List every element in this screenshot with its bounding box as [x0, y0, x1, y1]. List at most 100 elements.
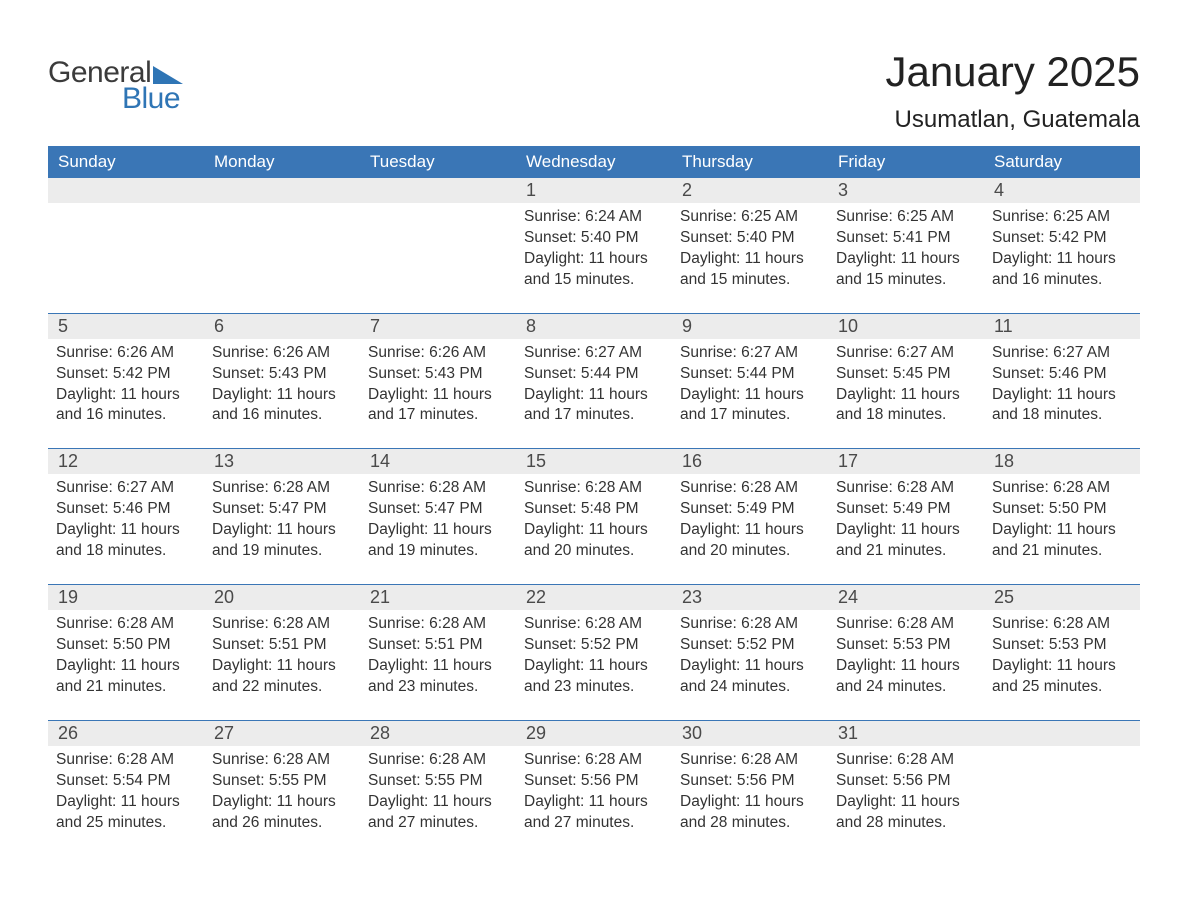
- day-number: 11: [984, 314, 1140, 339]
- daylight-line-2: and 25 minutes.: [992, 677, 1132, 698]
- calendar-header-row: Sunday Monday Tuesday Wednesday Thursday…: [48, 146, 1140, 178]
- day-number: 18: [984, 449, 1140, 474]
- calendar-day: 7Sunrise: 6:26 AMSunset: 5:43 PMDaylight…: [360, 314, 516, 449]
- location-label: Usumatlan, Guatemala: [885, 106, 1140, 134]
- day-details: Sunrise: 6:28 AMSunset: 5:48 PMDaylight:…: [524, 474, 664, 562]
- sunrise-line: Sunrise: 6:28 AM: [680, 750, 820, 771]
- daylight-line-2: and 15 minutes.: [524, 270, 664, 291]
- daylight-line-2: and 22 minutes.: [212, 677, 352, 698]
- sunrise-line: Sunrise: 6:27 AM: [836, 343, 976, 364]
- sunset-line: Sunset: 5:50 PM: [56, 635, 196, 656]
- col-sunday: Sunday: [48, 146, 204, 178]
- day-number: 20: [204, 585, 360, 610]
- daylight-line-2: and 15 minutes.: [836, 270, 976, 291]
- daylight-line-2: and 20 minutes.: [680, 541, 820, 562]
- sunrise-line: Sunrise: 6:28 AM: [56, 614, 196, 635]
- daylight-line-1: Daylight: 11 hours: [368, 792, 508, 813]
- day-details: Sunrise: 6:28 AMSunset: 5:56 PMDaylight:…: [680, 746, 820, 834]
- sunrise-line: Sunrise: 6:28 AM: [368, 478, 508, 499]
- daylight-line-1: Daylight: 11 hours: [56, 520, 196, 541]
- day-details: Sunrise: 6:25 AMSunset: 5:40 PMDaylight:…: [680, 203, 820, 291]
- calendar-day: 24Sunrise: 6:28 AMSunset: 5:53 PMDayligh…: [828, 585, 984, 720]
- calendar-day: 11Sunrise: 6:27 AMSunset: 5:46 PMDayligh…: [984, 314, 1140, 449]
- daylight-line-2: and 27 minutes.: [368, 813, 508, 834]
- day-details: Sunrise: 6:28 AMSunset: 5:50 PMDaylight:…: [56, 610, 196, 698]
- calendar-day: .: [360, 178, 516, 313]
- day-details: Sunrise: 6:28 AMSunset: 5:51 PMDaylight:…: [212, 610, 352, 698]
- daylight-line-2: and 19 minutes.: [212, 541, 352, 562]
- calendar-day: 4Sunrise: 6:25 AMSunset: 5:42 PMDaylight…: [984, 178, 1140, 313]
- day-number: 3: [828, 178, 984, 203]
- sunset-line: Sunset: 5:53 PM: [836, 635, 976, 656]
- calendar: Sunday Monday Tuesday Wednesday Thursday…: [48, 146, 1140, 855]
- sunset-line: Sunset: 5:44 PM: [524, 364, 664, 385]
- col-friday: Friday: [828, 146, 984, 178]
- day-details: Sunrise: 6:27 AMSunset: 5:44 PMDaylight:…: [524, 339, 664, 427]
- daylight-line-2: and 23 minutes.: [524, 677, 664, 698]
- day-number: 13: [204, 449, 360, 474]
- day-details: Sunrise: 6:28 AMSunset: 5:49 PMDaylight:…: [836, 474, 976, 562]
- daylight-line-1: Daylight: 11 hours: [836, 656, 976, 677]
- sunset-line: Sunset: 5:42 PM: [992, 228, 1132, 249]
- sunset-line: Sunset: 5:41 PM: [836, 228, 976, 249]
- sunset-line: Sunset: 5:51 PM: [368, 635, 508, 656]
- day-number: 25: [984, 585, 1140, 610]
- day-details: Sunrise: 6:28 AMSunset: 5:52 PMDaylight:…: [524, 610, 664, 698]
- sunrise-line: Sunrise: 6:28 AM: [212, 478, 352, 499]
- daylight-line-2: and 16 minutes.: [212, 405, 352, 426]
- day-number: .: [204, 178, 360, 203]
- calendar-day: 26Sunrise: 6:28 AMSunset: 5:54 PMDayligh…: [48, 721, 204, 856]
- sunset-line: Sunset: 5:51 PM: [212, 635, 352, 656]
- calendar-day: 9Sunrise: 6:27 AMSunset: 5:44 PMDaylight…: [672, 314, 828, 449]
- daylight-line-2: and 25 minutes.: [56, 813, 196, 834]
- daylight-line-2: and 28 minutes.: [836, 813, 976, 834]
- col-monday: Monday: [204, 146, 360, 178]
- sunset-line: Sunset: 5:49 PM: [680, 499, 820, 520]
- day-details: Sunrise: 6:25 AMSunset: 5:41 PMDaylight:…: [836, 203, 976, 291]
- day-number: 8: [516, 314, 672, 339]
- daylight-line-1: Daylight: 11 hours: [836, 792, 976, 813]
- sunrise-line: Sunrise: 6:28 AM: [836, 750, 976, 771]
- calendar-day: 18Sunrise: 6:28 AMSunset: 5:50 PMDayligh…: [984, 449, 1140, 584]
- logo: General Blue: [48, 48, 183, 116]
- day-details: Sunrise: 6:28 AMSunset: 5:50 PMDaylight:…: [992, 474, 1132, 562]
- daylight-line-1: Daylight: 11 hours: [680, 792, 820, 813]
- daylight-line-1: Daylight: 11 hours: [680, 520, 820, 541]
- sunset-line: Sunset: 5:56 PM: [680, 771, 820, 792]
- calendar-day: 8Sunrise: 6:27 AMSunset: 5:44 PMDaylight…: [516, 314, 672, 449]
- calendar-week: ...1Sunrise: 6:24 AMSunset: 5:40 PMDayli…: [48, 178, 1140, 313]
- day-number: 2: [672, 178, 828, 203]
- daylight-line-2: and 21 minutes.: [56, 677, 196, 698]
- sunrise-line: Sunrise: 6:26 AM: [368, 343, 508, 364]
- day-number: 27: [204, 721, 360, 746]
- sunrise-line: Sunrise: 6:26 AM: [56, 343, 196, 364]
- daylight-line-1: Daylight: 11 hours: [524, 792, 664, 813]
- calendar-day: 28Sunrise: 6:28 AMSunset: 5:55 PMDayligh…: [360, 721, 516, 856]
- daylight-line-2: and 24 minutes.: [680, 677, 820, 698]
- sunset-line: Sunset: 5:49 PM: [836, 499, 976, 520]
- calendar-day: 27Sunrise: 6:28 AMSunset: 5:55 PMDayligh…: [204, 721, 360, 856]
- day-number: 26: [48, 721, 204, 746]
- daylight-line-1: Daylight: 11 hours: [992, 656, 1132, 677]
- daylight-line-2: and 16 minutes.: [992, 270, 1132, 291]
- calendar-week: 26 Sunrise: 6:28 AM Sunset: 5:54 PM Dayligh…: [48, 720, 1140, 856]
- sunrise-line: Sunrise: 6:28 AM: [680, 478, 820, 499]
- day-number: 31: [828, 721, 984, 746]
- daylight-line-2: and 18 minutes.: [836, 405, 976, 426]
- day-number: 7: [360, 314, 516, 339]
- calendar-day: 31Sunrise: 6:28 AMSunset: 5:56 PMDayligh…: [828, 721, 984, 856]
- sunset-line: Sunset: 5:54 PM: [56, 771, 196, 792]
- daylight-line-2: and 20 minutes.: [524, 541, 664, 562]
- day-number: 30: [672, 721, 828, 746]
- sunset-line: Sunset: 5:43 PM: [212, 364, 352, 385]
- calendar-day: 14Sunrise: 6:28 AMSunset: 5:47 PMDayligh…: [360, 449, 516, 584]
- daylight-line-1: Daylight: 11 hours: [524, 520, 664, 541]
- day-number: 1: [516, 178, 672, 203]
- daylight-line-1: Daylight: 11 hours: [680, 656, 820, 677]
- day-details: Sunrise: 6:25 AMSunset: 5:42 PMDaylight:…: [992, 203, 1132, 291]
- daylight-line-2: and 21 minutes.: [836, 541, 976, 562]
- daylight-line-1: Daylight: 11 hours: [992, 520, 1132, 541]
- calendar-day: 10Sunrise: 6:27 AMSunset: 5:45 PMDayligh…: [828, 314, 984, 449]
- calendar-week: 12Sunrise: 6:27 AMSunset: 5:46 PMDayligh…: [48, 448, 1140, 584]
- calendar-week: 5Sunrise: 6:26 AMSunset: 5:42 PMDaylight…: [48, 313, 1140, 449]
